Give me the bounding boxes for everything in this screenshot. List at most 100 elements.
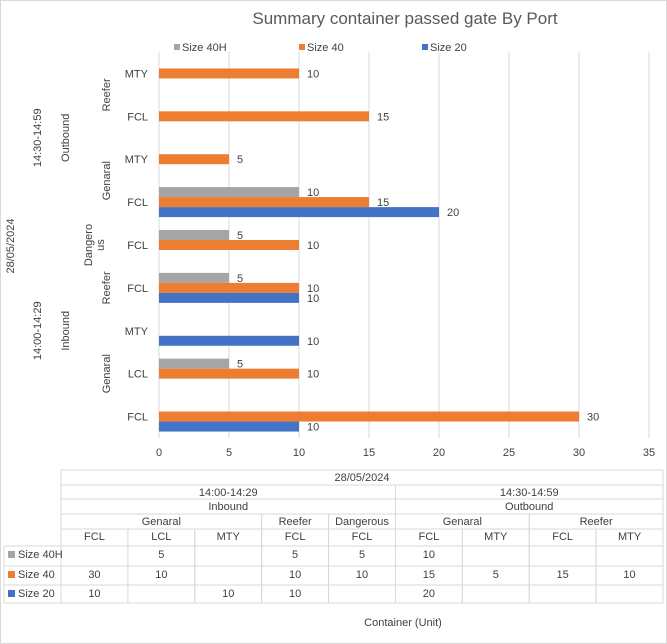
table-type: MTY <box>618 531 642 543</box>
data-label: 10 <box>307 240 319 252</box>
category-label: FCL <box>127 240 148 252</box>
bar <box>159 272 229 283</box>
x-tick-label: 0 <box>156 447 162 459</box>
data-label: 10 <box>307 336 319 348</box>
data-label: 5 <box>237 359 243 371</box>
chart-title: Summary container passed gate By Port <box>252 9 557 28</box>
bar <box>159 197 369 208</box>
data-label: 5 <box>237 273 243 285</box>
data-label: 5 <box>237 230 243 242</box>
table-time: 14:30-14:59 <box>500 487 559 499</box>
x-tick-label: 10 <box>293 447 305 459</box>
bar <box>159 207 439 218</box>
group-label: Genaral <box>101 354 113 393</box>
table-cell: 10 <box>222 588 234 600</box>
bar <box>159 154 229 165</box>
data-label: 5 <box>237 154 243 166</box>
category-label: MTY <box>125 326 149 338</box>
x-tick-label: 20 <box>433 447 445 459</box>
series-size-40h: 5 5 5 10 <box>159 187 319 371</box>
legend-entry: Size 40 <box>307 42 344 54</box>
data-label: 10 <box>307 369 319 381</box>
category-label: LCL <box>128 369 148 381</box>
direction-group-label: Outbound <box>60 114 72 162</box>
bar <box>159 411 579 422</box>
time-group-label: 14:30-14:59 <box>32 108 44 167</box>
table-type: FCL <box>552 531 573 543</box>
category-labels: FCL LCL MTY FCL FCL FCL MTY FCL MTY 28/05/2024 14:… <box>5 68 149 423</box>
table-cell: 20 <box>423 588 435 600</box>
table-series-name: Size 20 <box>18 588 55 600</box>
x-axis-label: Container (Unit) <box>364 617 442 629</box>
table-type: MTY <box>217 531 241 543</box>
x-tick-label: 15 <box>363 447 375 459</box>
table-cell: 30 <box>88 569 100 581</box>
bar <box>159 111 369 122</box>
table-cell: 15 <box>423 569 435 581</box>
table-cell: 5 <box>493 569 499 581</box>
bar <box>159 335 299 346</box>
bar <box>159 421 299 432</box>
table-date: 28/05/2024 <box>334 472 389 484</box>
x-tick-labels: 0 5 10 15 20 25 30 35 <box>156 447 655 459</box>
legend-swatch <box>422 44 428 50</box>
table-cell: 10 <box>423 549 435 561</box>
legend: Size 40H Size 40 Size 20 <box>174 42 467 54</box>
table-series-name: Size 40 <box>18 569 55 581</box>
date-group-label: 28/05/2024 <box>5 218 17 273</box>
table-cell: 10 <box>356 569 368 581</box>
category-label: MTY <box>125 68 149 80</box>
time-group-label: 14:00-14:29 <box>32 301 44 360</box>
group-label: Genaral <box>101 161 113 200</box>
legend-swatch <box>174 44 180 50</box>
table-type: FCL <box>352 531 373 543</box>
table-cell: 5 <box>359 549 365 561</box>
table-group: Reefer <box>279 516 312 528</box>
data-label: 15 <box>377 197 389 209</box>
legend-swatch <box>299 44 305 50</box>
table-cell: 10 <box>155 569 167 581</box>
category-label: FCL <box>127 197 148 209</box>
data-label: 10 <box>307 283 319 295</box>
table-time: 14:00-14:29 <box>199 487 258 499</box>
x-tick-label: 5 <box>226 447 232 459</box>
data-label: 10 <box>307 293 319 305</box>
x-tick-label: 35 <box>643 447 655 459</box>
table-type: LCL <box>151 531 171 543</box>
table-cell: 10 <box>88 588 100 600</box>
table-cell: 5 <box>158 549 164 561</box>
table-type: MTY <box>484 531 508 543</box>
bar <box>159 68 299 79</box>
legend-entry: Size 40H <box>182 42 227 54</box>
bar <box>159 230 229 240</box>
table-group: Dangerous <box>335 516 389 528</box>
data-label: 30 <box>587 412 599 424</box>
table-cell: 10 <box>289 569 301 581</box>
table-cell: 10 <box>289 588 301 600</box>
table-type: FCL <box>418 531 439 543</box>
data-label: 20 <box>447 207 459 219</box>
table-type: FCL <box>84 531 105 543</box>
table-group: Genaral <box>142 516 181 528</box>
bar <box>159 187 299 198</box>
data-label: 10 <box>307 187 319 199</box>
data-table: 28/05/2024 14:00-14:29 14:30-14:59 Inbound O… <box>3 469 664 604</box>
table-direction: Outbound <box>505 501 553 513</box>
group-label: Reefer <box>101 78 113 111</box>
bar <box>159 240 299 250</box>
table-swatch <box>8 571 15 578</box>
category-label: FCL <box>127 412 148 424</box>
data-label: 10 <box>307 68 319 80</box>
bar <box>159 292 299 303</box>
table-direction: Inbound <box>208 501 248 513</box>
data-label: 15 <box>377 111 389 123</box>
x-tick-label: 30 <box>573 447 585 459</box>
table-series-name: Size 40H <box>18 549 63 561</box>
category-label: MTY <box>125 154 149 166</box>
table-type: FCL <box>285 531 306 543</box>
category-label: FCL <box>127 283 148 295</box>
bar <box>159 282 299 293</box>
